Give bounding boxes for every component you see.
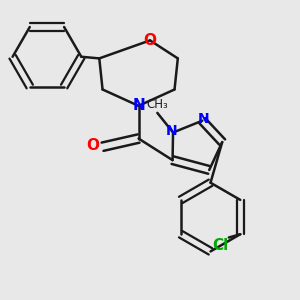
Text: N: N — [166, 124, 177, 138]
Text: CH₃: CH₃ — [146, 98, 168, 111]
Text: N: N — [132, 98, 145, 113]
Text: O: O — [143, 33, 157, 48]
Text: Cl: Cl — [212, 238, 229, 253]
Text: N: N — [198, 112, 210, 126]
Text: O: O — [86, 138, 99, 153]
